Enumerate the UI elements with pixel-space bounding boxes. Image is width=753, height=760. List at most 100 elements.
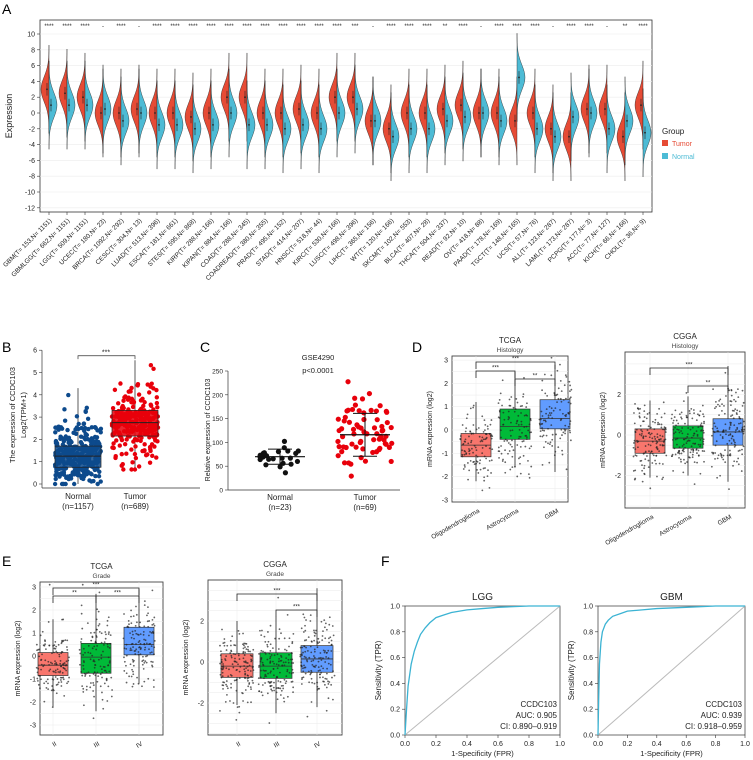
significance-label: **** xyxy=(116,24,126,30)
jitter-point xyxy=(741,453,744,456)
jitter-point xyxy=(723,412,726,415)
jitter-point xyxy=(95,642,98,645)
jitter-point xyxy=(729,449,731,452)
jitter-point xyxy=(115,401,121,406)
jitter-point xyxy=(45,680,48,683)
jitter-point xyxy=(467,462,469,464)
jitter-point xyxy=(64,639,67,642)
jitter-point xyxy=(554,407,557,410)
jitter-point xyxy=(545,412,547,415)
jitter-point xyxy=(561,449,563,452)
jitter-point xyxy=(731,414,734,417)
jitter-point xyxy=(89,658,92,661)
jitter-point xyxy=(268,722,271,724)
jitter-point xyxy=(230,654,233,657)
jitter-point xyxy=(484,429,486,432)
jitter-point xyxy=(330,650,333,652)
jitter-point xyxy=(714,401,717,403)
jitter-point xyxy=(260,669,262,672)
jitter-point xyxy=(324,622,327,625)
jitter-point xyxy=(702,429,705,432)
significance-label: **** xyxy=(638,24,648,30)
jitter-point xyxy=(322,657,324,660)
tumor-violin xyxy=(238,52,248,142)
jitter-point xyxy=(109,642,112,645)
jitter-point xyxy=(260,658,263,661)
jitter-point xyxy=(724,461,727,464)
jitter-point xyxy=(734,431,737,434)
jitter-point xyxy=(51,652,53,655)
jitter-point xyxy=(741,426,744,429)
data-point xyxy=(388,424,394,431)
jitter-point xyxy=(305,639,308,641)
jitter-point xyxy=(238,632,241,635)
legend-title: Group xyxy=(662,127,685,136)
jitter-point xyxy=(551,433,554,436)
significance-label: **** xyxy=(170,24,180,30)
jitter-point xyxy=(134,653,137,655)
jitter-point xyxy=(106,645,109,648)
jitter-point xyxy=(692,448,694,451)
jitter-point xyxy=(725,429,727,432)
jitter-point xyxy=(695,419,698,422)
jitter-point xyxy=(682,443,685,446)
jitter-point xyxy=(66,682,68,685)
jitter-point xyxy=(45,687,48,689)
significance-label: **** xyxy=(224,24,234,30)
jitter-point xyxy=(63,664,65,666)
jitter-point xyxy=(740,470,743,472)
jitter-point xyxy=(691,436,693,439)
jitter-point xyxy=(283,700,286,703)
jitter-point xyxy=(481,436,484,439)
jitter-point xyxy=(219,662,221,665)
jitter-point xyxy=(675,424,677,427)
jitter-point xyxy=(237,663,239,666)
jitter-point xyxy=(107,664,110,667)
jitter-point xyxy=(36,679,39,682)
chart-title: TCGA xyxy=(90,562,113,571)
jitter-point xyxy=(150,645,153,648)
jitter-point xyxy=(516,444,519,446)
jitter-point xyxy=(509,429,512,432)
y-tick-label: 0.2 xyxy=(390,707,400,714)
jitter-point xyxy=(131,658,134,661)
jitter-point xyxy=(303,664,305,667)
jitter-point xyxy=(141,685,143,688)
jitter-point xyxy=(85,469,91,474)
box xyxy=(220,653,254,678)
jitter-point xyxy=(310,651,313,654)
jitter-point xyxy=(134,624,137,627)
jitter-point xyxy=(308,681,311,684)
jitter-point xyxy=(123,394,128,399)
jitter-point xyxy=(152,686,155,688)
y-tick-label: 250 xyxy=(212,369,223,376)
jitter-point xyxy=(134,649,137,652)
jitter-point xyxy=(721,403,723,406)
jitter-point xyxy=(553,394,556,397)
jitter-point xyxy=(271,689,274,692)
normal-violin-median xyxy=(104,108,106,110)
jitter-point xyxy=(86,426,91,432)
jitter-point xyxy=(690,407,693,410)
jitter-point xyxy=(269,671,272,674)
jitter-point xyxy=(686,416,689,419)
jitter-point xyxy=(702,413,704,415)
jitter-point xyxy=(270,688,273,691)
jitter-point xyxy=(272,686,275,689)
jitter-point xyxy=(522,393,525,396)
jitter-point xyxy=(323,683,326,686)
jitter-point xyxy=(511,455,514,458)
jitter-point xyxy=(485,436,488,439)
jitter-point xyxy=(679,458,682,461)
jitter-point xyxy=(145,661,148,664)
n-label: (n=23) xyxy=(268,503,292,512)
data-point xyxy=(374,431,380,437)
normal-violin xyxy=(228,68,238,158)
jitter-point xyxy=(470,441,472,444)
y-tick-label: -2 xyxy=(30,700,36,707)
normal-violin-median xyxy=(302,123,304,126)
jitter-point xyxy=(133,444,138,449)
jitter-point xyxy=(270,670,272,673)
data-point xyxy=(356,408,362,414)
jitter-point xyxy=(288,637,291,640)
